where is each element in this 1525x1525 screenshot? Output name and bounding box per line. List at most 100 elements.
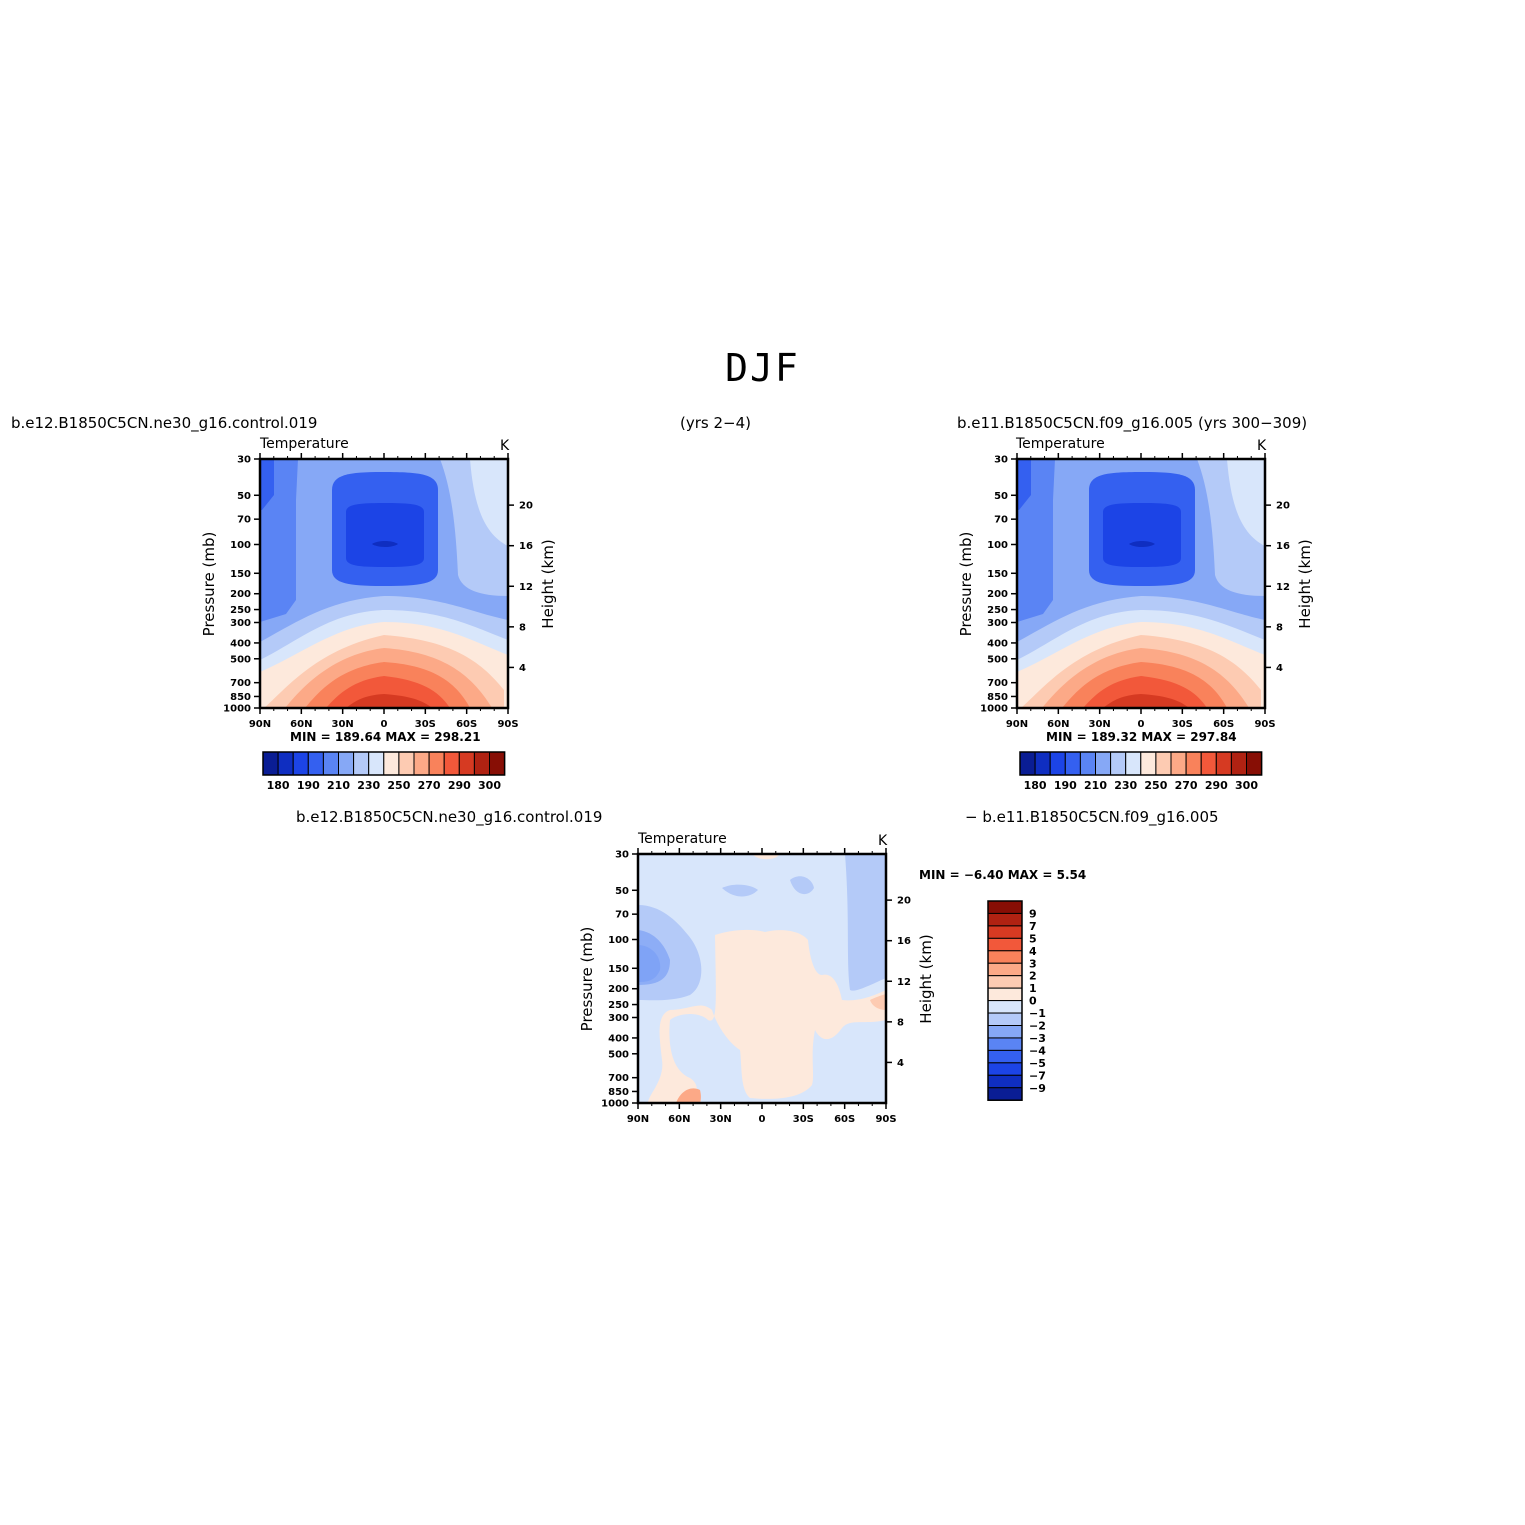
diff-colorbar-cell [987, 937, 1023, 952]
left-ytick-right-label: 12 [519, 582, 533, 593]
field-contour [1103, 694, 1189, 708]
right-ytick-right-label: 16 [1276, 541, 1290, 552]
left-years-label: (yrs 2−4) [680, 414, 751, 432]
right-ytick-label: 1000 [980, 704, 1008, 715]
left-ytick-label: 700 [230, 678, 251, 689]
diff-units-label: K [878, 833, 888, 849]
left-ytick-label: 30 [237, 455, 251, 466]
left-xtick-label: 60N [290, 719, 312, 730]
left-colorbar-cell [458, 751, 475, 776]
right-colorbar-outline [1019, 751, 1263, 776]
diff-xtick-label: 90N [627, 1114, 649, 1125]
left-colorbar-label: 270 [418, 779, 441, 792]
right-colorbar-cell [1170, 751, 1187, 776]
diff-colorbar-cell [987, 1074, 1023, 1089]
right-xtick-label: 30S [1172, 719, 1193, 730]
right-colorbar-label: 290 [1205, 779, 1228, 792]
left-case-label: b.e12.B1850C5CN.ne30_g16.control.019 [11, 414, 318, 432]
left-colorbar: 180 190 210 230 250 270 290 300 [262, 751, 506, 792]
diff-ytick-right-label: 20 [897, 896, 911, 907]
right-xtick-label: 90S [1254, 719, 1275, 730]
diff-colorbar-label: 7 [1029, 920, 1037, 933]
diff-colorbar-label: −7 [1029, 1069, 1046, 1082]
right-colorbar-cell [1049, 751, 1066, 776]
diff-case-left-label: b.e12.B1850C5CN.ne30_g16.control.019 [296, 808, 603, 826]
diff-xtick-label: 60N [668, 1114, 690, 1125]
left-xtick-label: 0 [381, 719, 388, 730]
diff-colorbar-label: −2 [1029, 1020, 1046, 1033]
left-colorbar-cell [277, 751, 294, 776]
left-ytick-label: 150 [230, 569, 251, 580]
right-ytick-label: 30 [994, 455, 1008, 466]
diff-ytick-label: 70 [615, 910, 629, 921]
diff-colorbar-label: −5 [1029, 1057, 1046, 1070]
right-colorbar-cell [1215, 751, 1232, 776]
right-ytick-label: 300 [987, 618, 1008, 629]
difference-temperature-field [638, 854, 886, 1103]
left-colorbar-cell [262, 751, 279, 776]
right-ytick-label: 250 [987, 605, 1008, 616]
left-ytick-label: 200 [230, 589, 251, 600]
axes: 3050701001502002503004005007008501000201… [223, 453, 1290, 1125]
right-ytick-label: 100 [987, 540, 1008, 551]
diff-colorbar-cell [987, 1025, 1023, 1039]
right-colorbar-cell [1079, 751, 1097, 776]
field-contour [722, 884, 758, 897]
right-ytick-label: 50 [994, 491, 1008, 502]
diff-ytick-label: 150 [608, 964, 629, 975]
left-units-label: K [500, 438, 510, 454]
diff-ytick-label: 500 [608, 1049, 629, 1060]
left-ytick-label: 300 [230, 618, 251, 629]
field-contour [870, 994, 886, 1010]
diff-xtick-label: 60S [834, 1114, 855, 1125]
left-ytick-label: 250 [230, 605, 251, 616]
field-contour [346, 694, 432, 708]
right-colorbar-label: 300 [1235, 779, 1258, 792]
diff-variable-label: Temperature [638, 831, 727, 847]
right-ylabel: Pressure (mb) [957, 532, 975, 637]
right-colorbar-cell [1019, 751, 1036, 776]
left-colorbar-label: 230 [357, 779, 380, 792]
left-colorbar-cell [353, 751, 370, 776]
diff-colorbar-cell [987, 1062, 1023, 1076]
left-ytick-right-label: 8 [519, 622, 526, 633]
right-ytick-label: 150 [987, 569, 1008, 580]
right-xtick-label: 90N [1006, 719, 1028, 730]
left-colorbar-cell [292, 751, 309, 776]
left-ytick-label: 100 [230, 540, 251, 551]
right-colorbar-cell [1155, 751, 1172, 776]
field-contour [1083, 676, 1207, 708]
left-colorbar-cell [398, 751, 415, 776]
right-xtick-label: 30N [1089, 719, 1111, 730]
field-contour [845, 854, 886, 991]
left-colorbar-cell [413, 751, 430, 776]
right-colorbar-cell [1125, 751, 1142, 776]
diff-ytick-label: 1000 [601, 1099, 629, 1110]
left-ytick-label: 50 [237, 491, 251, 502]
diff-ytick-label: 400 [608, 1033, 629, 1044]
right-colorbar-cell [1110, 751, 1127, 776]
left-colorbar-label: 210 [327, 779, 350, 792]
diff-colorbar-cell [987, 962, 1023, 977]
left-xtick-label: 90N [249, 719, 271, 730]
right-ytick-label: 200 [987, 589, 1008, 600]
diff-ytick-right-label: 16 [897, 936, 911, 947]
left-ytick-label: 400 [230, 638, 251, 649]
diff-ytick-label: 30 [615, 850, 629, 861]
left-colorbar-cell [322, 751, 339, 776]
diff-xtick-label: 30N [710, 1114, 732, 1125]
right-colorbar-cell [1140, 751, 1157, 776]
left-colorbar-cell [338, 751, 355, 776]
field-contour [346, 503, 424, 567]
diff-colorbar-label: −9 [1029, 1082, 1046, 1095]
diff-colorbar-label: −3 [1029, 1032, 1046, 1045]
right-colorbar-cell [1246, 751, 1263, 776]
field-contour [676, 1088, 701, 1103]
figure-title: DJF [725, 346, 800, 390]
right-colorbar-cell [1034, 751, 1051, 776]
diff-colorbar-label: −4 [1029, 1044, 1046, 1057]
right-colorbar-label: 180 [1024, 779, 1047, 792]
